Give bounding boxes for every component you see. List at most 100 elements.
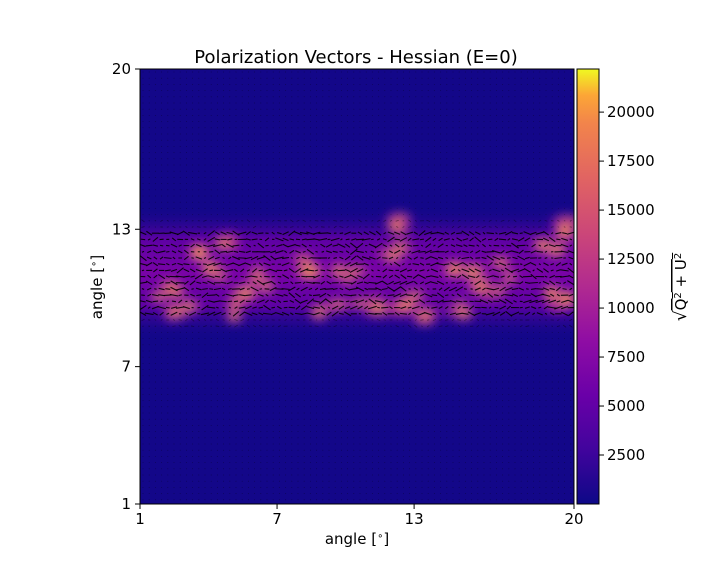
polarization-vector [471, 96, 473, 98]
polarization-vector [195, 287, 202, 291]
polarization-vector [522, 275, 532, 278]
polarization-vector [568, 274, 574, 279]
polarization-vector [511, 293, 519, 298]
polarization-vector [411, 305, 420, 310]
polarization-vector [468, 244, 475, 247]
polarization-vector [470, 319, 474, 321]
polarization-vector [524, 306, 530, 309]
polarization-vector [234, 219, 238, 223]
polarization-vector [338, 305, 345, 310]
polarization-vector [389, 250, 393, 254]
polarization-vector [378, 362, 380, 364]
polarization-vector [433, 220, 436, 222]
polarization-vector [401, 243, 406, 248]
polarization-vector [491, 250, 501, 254]
polarization-vector [222, 257, 225, 259]
polarization-vector [561, 262, 568, 266]
polarization-vector [332, 275, 338, 279]
polarization-vector [252, 281, 257, 285]
polarization-vector [458, 406, 460, 408]
polarization-vector [328, 474, 330, 476]
polarization-vector [381, 280, 389, 286]
polarization-vector [414, 319, 417, 321]
polarization-vector [306, 248, 315, 255]
polarization-vector [276, 305, 282, 310]
polarization-vector [485, 312, 495, 316]
polarization-vector [191, 288, 194, 290]
polarization-vector [223, 362, 225, 364]
polarization-vector [400, 306, 407, 310]
polarization-vector [140, 311, 147, 316]
polarization-vector [549, 287, 555, 291]
polarization-vector [269, 268, 278, 273]
polarization-vector [481, 237, 487, 241]
polarization-vector [260, 176, 262, 178]
polarization-vector [457, 269, 461, 272]
polarization-vector [431, 294, 438, 297]
polarization-vector [394, 231, 401, 235]
polarization-vector [359, 226, 361, 228]
polarization-vector [349, 305, 358, 310]
polarization-vector [332, 287, 338, 291]
polarization-vector [560, 275, 570, 278]
polarization-vector [263, 268, 271, 273]
polarization-vector [252, 299, 257, 303]
polarization-vector [419, 281, 425, 285]
polarization-vector [399, 312, 407, 315]
polarization-vector [344, 287, 351, 291]
polarization-vector [289, 249, 295, 254]
polarization-vector [289, 312, 294, 316]
polarization-vector [514, 356, 516, 358]
polarization-vector [214, 249, 221, 255]
polarization-vector [222, 294, 226, 297]
polarization-vector [457, 274, 462, 279]
polarization-vector [464, 325, 467, 327]
polarization-vector [378, 356, 380, 358]
polarization-vector [406, 244, 413, 247]
polarization-vector [474, 268, 482, 273]
polarization-vector [530, 288, 537, 290]
polarization-vector [203, 325, 207, 328]
polarization-vector [314, 325, 319, 327]
polarization-vector [339, 300, 344, 303]
polarization-vector [476, 220, 479, 222]
polarization-vector [361, 238, 371, 241]
polarization-vector [313, 274, 321, 279]
polarization-vector [220, 281, 227, 284]
polarization-vector [263, 304, 271, 311]
polarization-vector [405, 280, 414, 285]
polarization-vector [430, 268, 439, 273]
y-axis: 1 7 13 20 [112, 60, 140, 513]
polarization-vector [542, 280, 550, 285]
polarization-vector [141, 269, 145, 272]
polarization-vector [456, 237, 463, 242]
polarization-vector [234, 275, 238, 278]
polarization-vector [356, 250, 364, 253]
polarization-vector [430, 275, 439, 279]
polarization-vector [474, 287, 481, 291]
polarization-vector [389, 244, 393, 247]
polarization-vector [458, 201, 460, 203]
polarization-vector [228, 306, 231, 309]
polarization-vector [461, 268, 470, 273]
polarization-vector [433, 325, 436, 327]
polarization-vector [327, 263, 331, 266]
polarization-vector [539, 468, 541, 470]
polarization-vector [152, 312, 158, 316]
polarization-vector [556, 238, 561, 241]
polarization-vector [272, 77, 274, 79]
polarization-vector [330, 237, 340, 242]
polarization-vector [308, 256, 313, 260]
polarization-vector [244, 311, 253, 317]
polarization-vector [494, 325, 498, 327]
polarization-vector [419, 293, 425, 297]
polarization-vector [530, 293, 537, 298]
polarization-vector [519, 293, 524, 297]
polarization-vector [474, 312, 482, 316]
polarization-vector [425, 243, 432, 248]
polarization-vector [424, 293, 433, 298]
polarization-vector [222, 319, 225, 321]
polarization-vector [510, 268, 520, 273]
y-axis-label: angle [∘] [88, 255, 106, 319]
polarization-vector [424, 311, 433, 316]
